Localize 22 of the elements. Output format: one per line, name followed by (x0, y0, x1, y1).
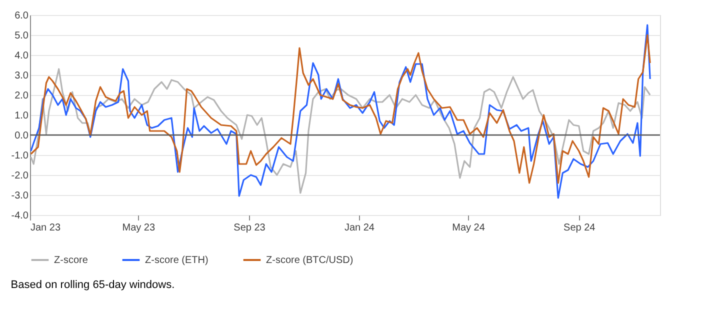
x-tick-label: Sep 23 (234, 222, 266, 234)
y-tick-label: 1.0 (14, 110, 29, 122)
y-tick-label: 0.0 (14, 130, 29, 142)
legend-label: Z-score (BTC/USD) (266, 255, 354, 266)
y-tick-label: -1.0 (11, 150, 29, 162)
y-tick-label: -4.0 (11, 210, 29, 222)
text: Based on rolling 65-day windows. (10, 279, 175, 291)
y-tick-label: 3.0 (14, 70, 29, 82)
y-tick-label: 2.0 (14, 90, 29, 102)
y-tick-label: 6.0 (14, 10, 29, 22)
line-series (30, 68, 651, 194)
legend-label: Z-score (ETH) (145, 255, 208, 266)
legend-label: Z-score (54, 255, 88, 266)
x-tick-label: Jan 23 (30, 222, 61, 234)
y-tick-label: 4.0 (14, 50, 29, 62)
y-tick-label: -3.0 (11, 190, 29, 202)
x-tick-label: Sep 24 (564, 222, 596, 234)
x-tick-label: May 24 (452, 222, 486, 234)
x-tick-label: May 23 (122, 222, 156, 234)
y-tick-label: -2.0 (11, 170, 29, 182)
y-tick-label: 5.0 (14, 30, 29, 42)
x-tick-label: Jan 24 (344, 222, 375, 234)
